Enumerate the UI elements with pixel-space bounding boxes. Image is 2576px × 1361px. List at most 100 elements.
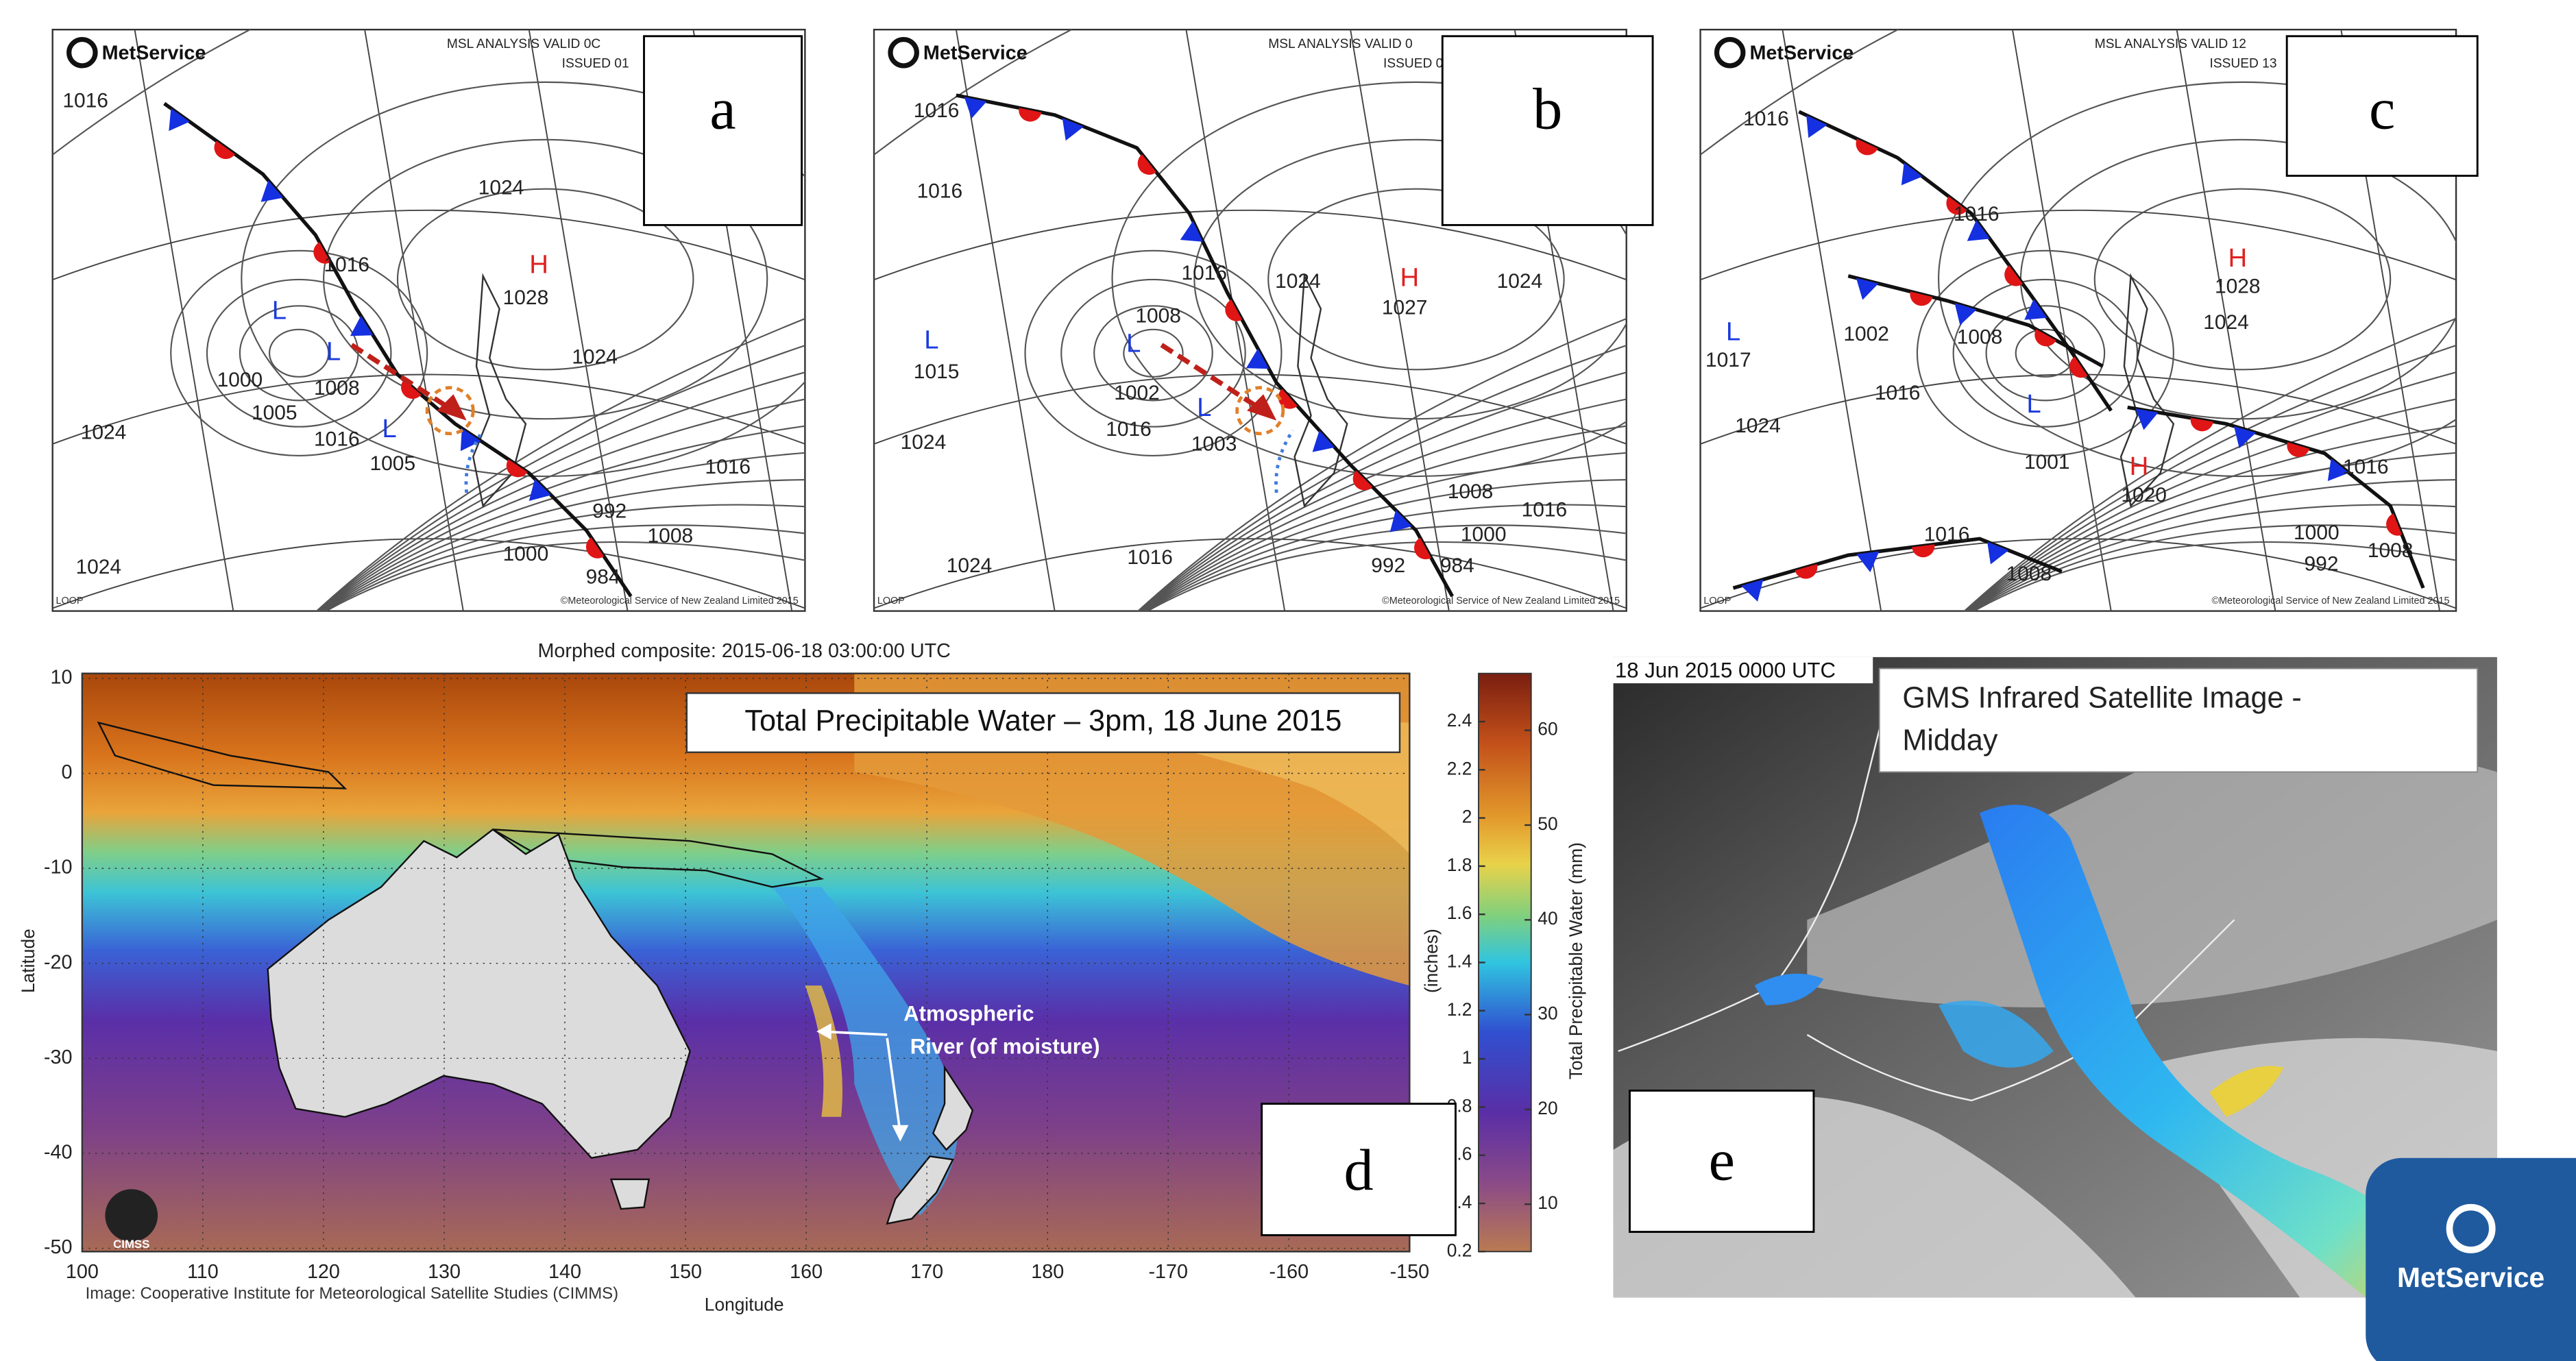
isobar-label: 1005	[252, 402, 297, 424]
pressure-centre: H	[1400, 263, 1420, 293]
isobar	[323, 524, 805, 611]
isobar	[1969, 504, 2457, 611]
isobar-label: 1016	[917, 180, 963, 202]
rain-cell	[1754, 973, 1824, 1005]
isobar	[1111, 81, 1627, 478]
brand-name: MetService	[102, 42, 206, 64]
footer-left: LOOP	[56, 596, 83, 606]
moist-plume	[772, 887, 958, 1216]
cold-front-symbol	[964, 97, 987, 119]
pressure-centre: L	[1197, 393, 1211, 422]
panel-label-box	[1441, 35, 1654, 226]
isobar-label: 1024	[1497, 270, 1543, 293]
footer-left: LOOP	[1703, 596, 1731, 606]
colorbar-inch-label: 1.8	[1447, 855, 1472, 875]
cold-front-symbol	[2233, 426, 2257, 449]
moisture-arrow	[1160, 343, 1265, 413]
y-tick-label: 10	[50, 666, 72, 688]
isobar	[1967, 452, 2457, 611]
parallel	[52, 209, 805, 281]
isobar-label: 984	[1440, 554, 1474, 577]
warm-front-symbol	[313, 242, 331, 264]
metservice-badge	[2366, 1157, 2576, 1361]
cold-front-symbol	[1806, 115, 1827, 138]
isobar-label: 1008	[2006, 563, 2052, 585]
isobar	[1146, 541, 1627, 611]
isobar-label: 1028	[2215, 275, 2261, 297]
issued-text: ISSUED 01	[562, 57, 629, 71]
panel-label: b	[1533, 76, 1562, 142]
warm-front-symbol	[1414, 537, 1431, 560]
isobar	[268, 328, 330, 378]
isobar-label: 1008	[2368, 539, 2414, 562]
pressure-centre: L	[2026, 389, 2041, 419]
issued-text: ISSUED 13	[2210, 57, 2277, 71]
isobar-label: 1016	[1743, 108, 1789, 130]
cold-front-symbol	[1967, 220, 1990, 241]
warm-front-symbol	[1795, 564, 1818, 579]
pressure-centre: L	[924, 326, 938, 355]
brand-logo	[66, 36, 98, 69]
isobar-label: 1016	[1924, 523, 1970, 545]
isobar	[1965, 398, 2457, 611]
colorbar-inch-label: 0.2	[1447, 1240, 1472, 1260]
isobar	[1137, 317, 1627, 611]
isobar-label: 1016	[1522, 498, 1568, 521]
colorbar-inch-label: 2.2	[1447, 758, 1472, 778]
isobar	[170, 249, 428, 456]
isobar	[1142, 478, 1627, 611]
isobar	[1140, 425, 1627, 611]
x-tick-label: -150	[1390, 1261, 1430, 1283]
cold-front-symbol	[1987, 541, 2009, 565]
cold-front-symbol	[1389, 510, 1412, 532]
isobar-label: 992	[592, 500, 627, 523]
colorbar	[1478, 672, 1532, 1253]
cold-front-symbol	[2135, 408, 2159, 430]
x-tick-label: 130	[428, 1261, 461, 1283]
warm-front-symbol	[506, 459, 528, 478]
coastline	[1618, 689, 2235, 1102]
warm-front-symbol	[2069, 356, 2088, 378]
colorbar-inch-label: 1	[1462, 1047, 1472, 1068]
x-tick-label: 120	[307, 1261, 340, 1283]
land	[492, 829, 825, 888]
isobar-label: 1028	[503, 286, 549, 309]
cold-front-symbol	[169, 108, 190, 132]
title-box	[685, 692, 1401, 753]
isobar-label: 1000	[1461, 523, 1507, 545]
isobar-label: 1024	[1735, 415, 1781, 437]
pressure-centre: L	[382, 414, 396, 443]
panel-label-box	[643, 35, 803, 226]
isobar-label: 1016	[1181, 262, 1227, 284]
pressure-centre: L	[272, 296, 287, 326]
isobar-label: 1002	[1114, 382, 1160, 404]
warm-front-symbol	[1019, 108, 1042, 122]
isobar	[1966, 425, 2457, 611]
warm-front-symbol	[401, 380, 422, 399]
colorbar-mm-label: 60	[1538, 719, 1557, 739]
map-area: 101610241016H10281024L1017100210081016L1…	[1700, 29, 2457, 611]
isobar-label: 1024	[2203, 311, 2249, 334]
isobar	[1963, 317, 2457, 611]
isobar-label: 1003	[1191, 432, 1237, 455]
isobar	[1985, 305, 2106, 402]
warm-front-symbol	[214, 140, 235, 160]
colorbar-mm-label: 40	[1538, 908, 1557, 929]
warm-front-symbol	[1910, 291, 1933, 306]
meridian	[134, 29, 234, 611]
warm-front-symbol	[585, 537, 605, 559]
isobar-label: 1002	[1843, 323, 1889, 345]
warm-front-symbol	[1856, 138, 1878, 156]
parallel	[1700, 209, 2457, 281]
rain-cell	[2209, 1066, 2284, 1117]
warm-front-symbol	[1352, 470, 1373, 491]
isobar-label: 1016	[62, 90, 108, 112]
convergence-ring	[425, 386, 475, 436]
pressure-centre: L	[1126, 328, 1141, 358]
cloud	[1807, 747, 2497, 1008]
y-tick-label: -50	[44, 1236, 73, 1258]
parallel	[52, 538, 805, 609]
cold-front-symbol	[1246, 348, 1269, 369]
